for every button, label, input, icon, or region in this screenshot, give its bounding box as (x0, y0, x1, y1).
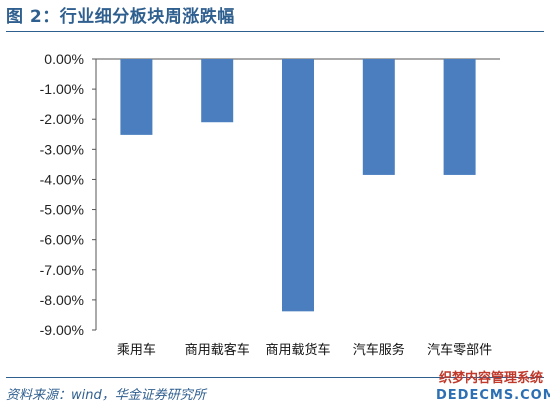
title-rule (6, 31, 544, 32)
x-category-label: 乘用车 (117, 342, 156, 358)
y-tick-label: -5.00% (40, 202, 84, 218)
y-tick-label: -7.00% (40, 262, 84, 278)
watermark-line1: 织梦内容管理系统 (438, 371, 543, 386)
source-rule (6, 377, 544, 378)
y-tick-label: -4.00% (40, 171, 84, 187)
bar (282, 59, 314, 312)
y-axis-ticks: 0.00% -1.00% -2.00% -3.00% -4.00% -5.00% -6.00… (40, 51, 96, 338)
y-tick-label: -1.00% (40, 81, 84, 97)
bar (362, 59, 395, 175)
y-tick-label: -3.00% (40, 141, 84, 157)
y-tick-label: -6.00% (40, 232, 84, 248)
bar (120, 59, 153, 135)
y-tick-label: 0.00% (44, 51, 84, 67)
x-category-label: 商用载客车 (185, 342, 250, 358)
x-axis-labels: 乘用车 商用载客车 商用载货车 汽车服务 汽车零部件 (117, 342, 492, 358)
watermark-line2: DEDECMS.COM (436, 388, 550, 403)
y-tick-label: -2.00% (40, 111, 84, 127)
y-tick-label: -8.00% (40, 292, 84, 308)
bar (443, 59, 476, 175)
bar (201, 59, 234, 123)
chart-bars (120, 59, 476, 312)
x-category-label: 汽车零部件 (427, 342, 492, 358)
x-category-label: 商用载货车 (265, 342, 330, 358)
watermark-logo: 织梦内容管理系统 DEDECMS.COM (436, 370, 550, 404)
source-note: 资料来源：wind，华金证券研究所 (6, 388, 206, 403)
chart-title: 图 2：行业细分板块周涨跌幅 (6, 7, 235, 27)
x-category-label: 汽车服务 (353, 342, 405, 358)
y-tick-label: -9.00% (40, 322, 84, 338)
